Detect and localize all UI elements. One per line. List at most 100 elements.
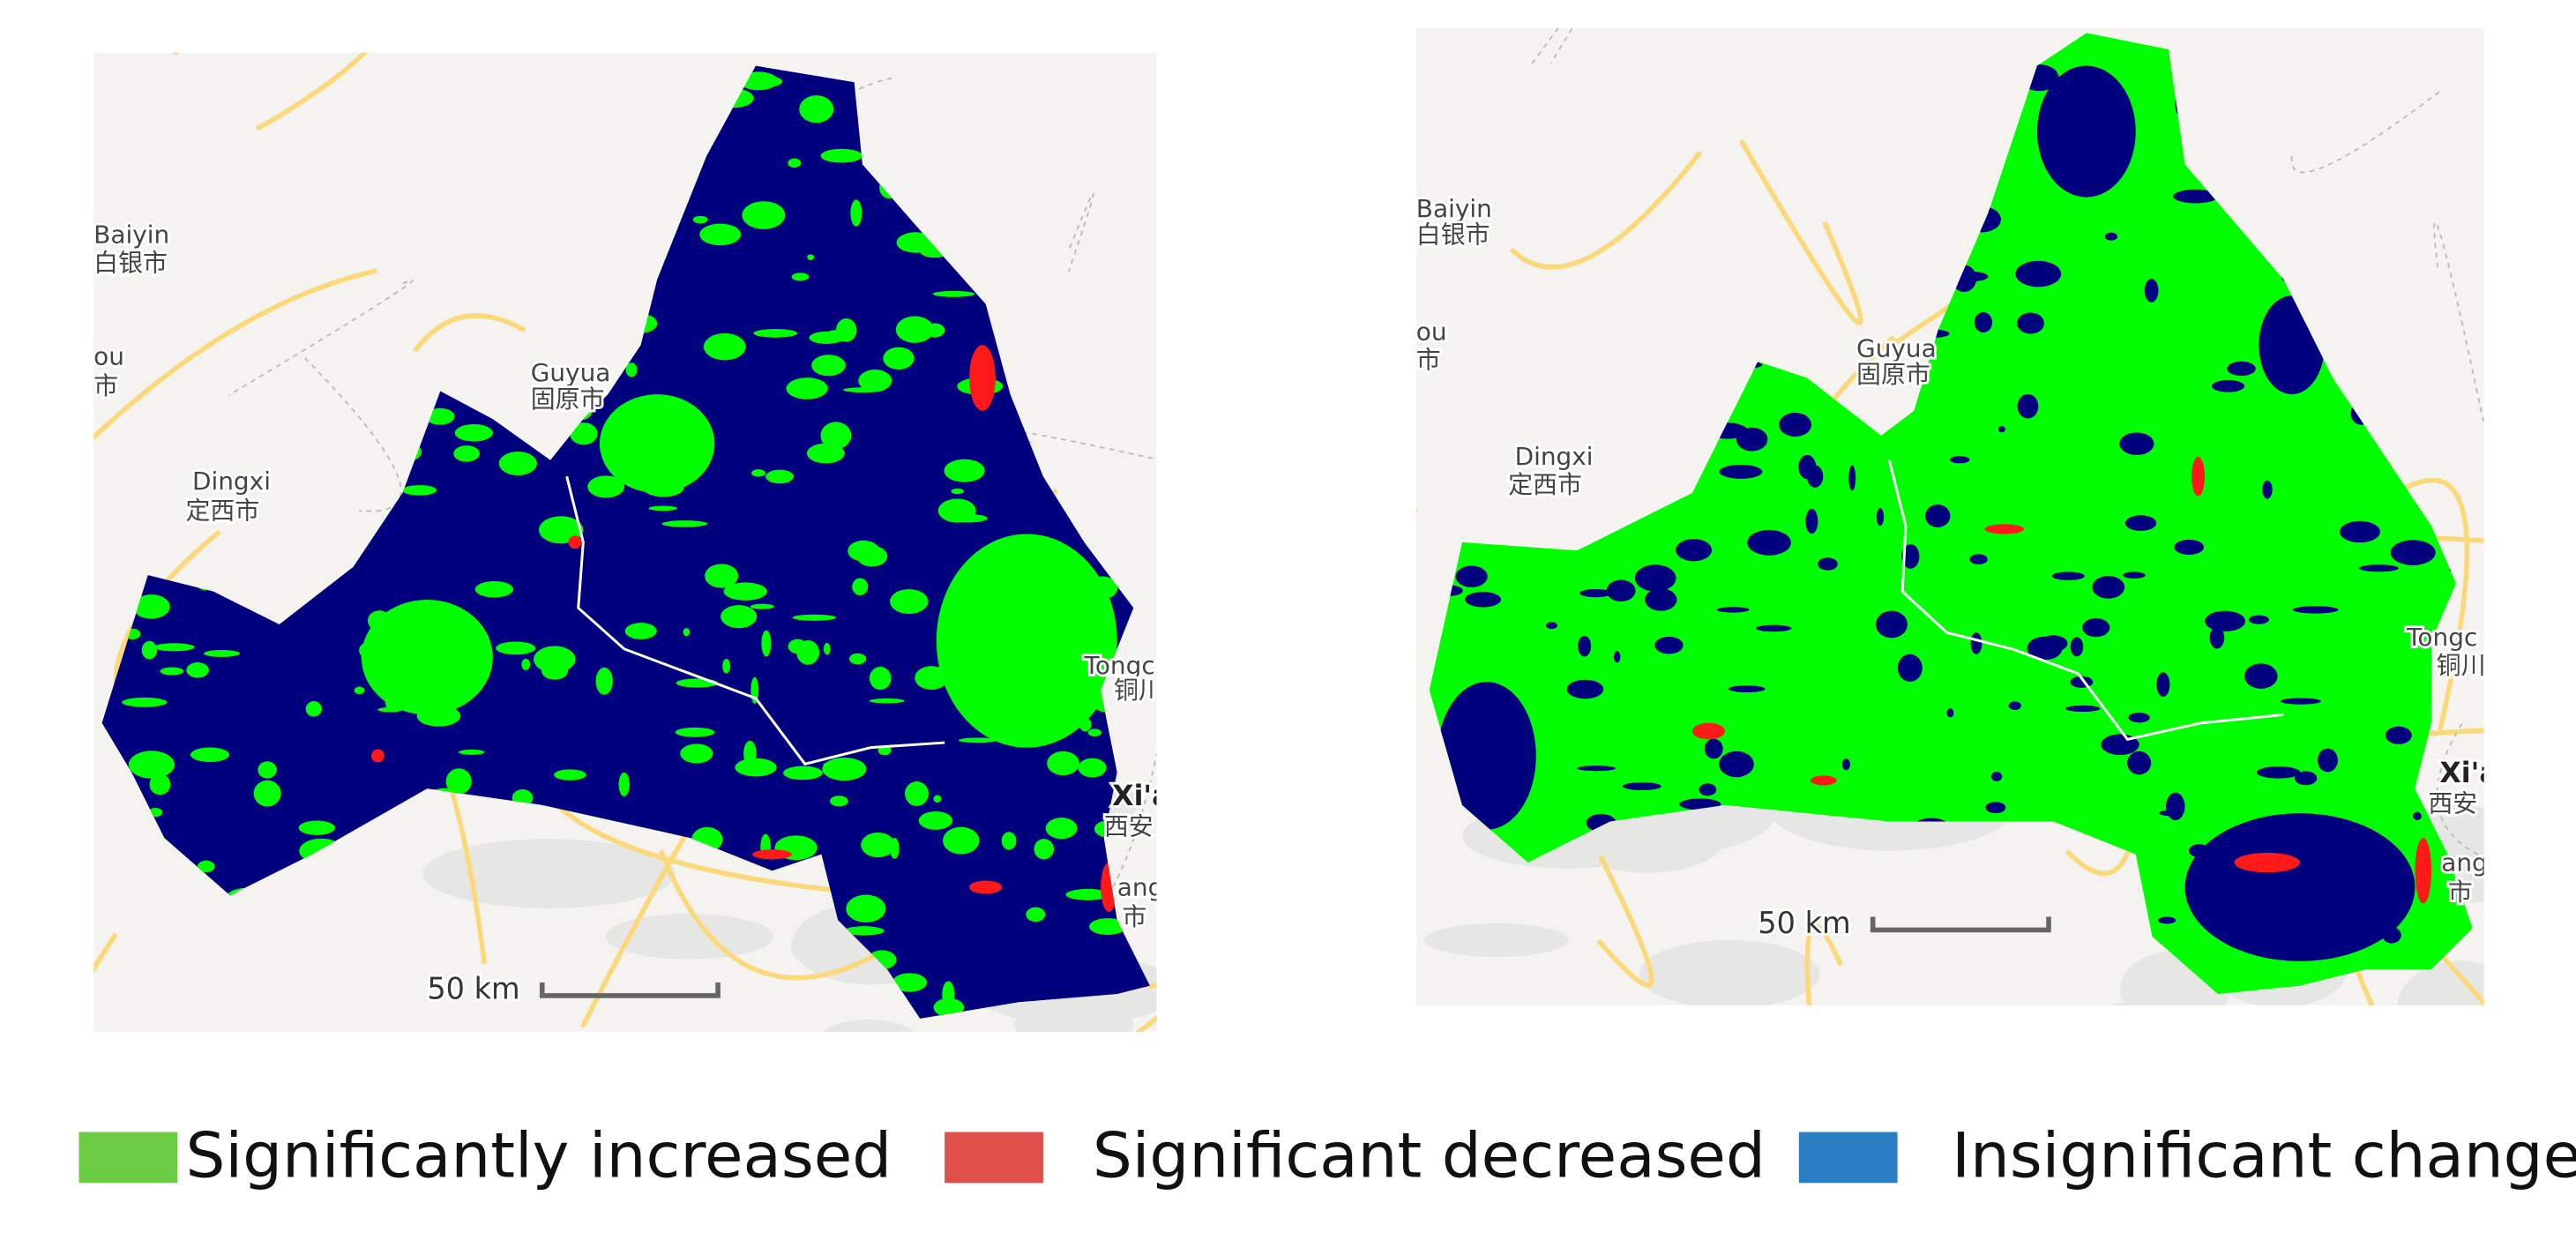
patch xyxy=(1691,722,1726,740)
patch xyxy=(1818,557,1838,571)
patch xyxy=(253,780,281,807)
patch xyxy=(1848,465,1856,491)
terrain xyxy=(422,839,676,908)
patch xyxy=(1805,508,1818,534)
road xyxy=(1738,139,1863,325)
place-label: ou xyxy=(1416,317,1447,347)
boundary xyxy=(1007,430,1157,460)
patch xyxy=(918,810,953,830)
patch xyxy=(960,570,1004,598)
patch xyxy=(1053,624,1095,631)
place-label: Baiyin xyxy=(1416,194,1492,223)
patch xyxy=(1606,579,1636,602)
road xyxy=(172,52,178,56)
patch xyxy=(1998,426,2005,433)
patch xyxy=(783,766,823,781)
patch xyxy=(204,649,241,657)
patch xyxy=(2282,915,2296,937)
patch xyxy=(2017,312,2045,334)
patch xyxy=(1798,454,1817,480)
patch xyxy=(2123,571,2146,579)
patch xyxy=(2234,852,2301,873)
patch xyxy=(983,682,1029,694)
patch xyxy=(723,582,767,601)
boundary xyxy=(303,357,402,512)
patch xyxy=(858,370,892,392)
patch xyxy=(2188,889,2199,906)
patch xyxy=(1089,918,1127,936)
patch xyxy=(761,630,772,657)
patch xyxy=(2256,766,2301,779)
patch xyxy=(788,158,802,168)
patch xyxy=(2249,615,2269,624)
patch xyxy=(2261,900,2280,911)
patch xyxy=(1925,504,1951,527)
patch xyxy=(722,658,731,674)
patch xyxy=(979,647,991,664)
patch xyxy=(1023,591,1037,606)
place-label: Guyua xyxy=(531,358,611,387)
patch xyxy=(1005,562,1019,581)
patch xyxy=(521,658,531,670)
patch xyxy=(752,849,792,860)
patch xyxy=(554,769,586,781)
boundary xyxy=(2290,90,2441,174)
patch xyxy=(2189,844,2210,858)
patch xyxy=(2144,279,2159,303)
patch xyxy=(1985,802,2006,814)
patch xyxy=(2039,635,2068,652)
place-label: Xi'a xyxy=(2439,758,2498,789)
patch xyxy=(416,705,461,727)
boundary xyxy=(228,279,414,397)
place-label: 固原市 xyxy=(1856,360,1930,389)
patch xyxy=(2070,637,2084,657)
patch xyxy=(359,641,380,659)
terrain xyxy=(1015,1026,1111,1032)
patch xyxy=(599,394,715,493)
patch xyxy=(568,535,582,549)
patch xyxy=(905,781,930,806)
patch xyxy=(1001,832,1017,850)
patch xyxy=(2205,610,2246,632)
patch xyxy=(683,628,691,637)
patch xyxy=(2318,748,2338,773)
patch xyxy=(792,614,837,621)
patch xyxy=(1676,539,1713,562)
patch xyxy=(969,880,1003,894)
road xyxy=(413,313,526,353)
patch xyxy=(587,475,625,498)
patch xyxy=(2156,672,2170,698)
patch xyxy=(890,589,929,615)
patch xyxy=(2413,811,2422,820)
patch xyxy=(1970,632,1982,654)
patch xyxy=(892,973,928,992)
place-label: Tongc xyxy=(2406,623,2477,652)
place-label: 市 xyxy=(93,371,118,400)
terrain xyxy=(605,914,774,960)
patch xyxy=(2209,626,2225,649)
patch xyxy=(2008,701,2021,711)
patch xyxy=(1065,888,1110,900)
patch xyxy=(2281,698,2321,705)
patch xyxy=(846,894,886,923)
patch xyxy=(1047,751,1079,776)
patch xyxy=(1876,508,1885,527)
boundary xyxy=(2436,723,2484,859)
place-label: ang xyxy=(1117,872,1164,901)
patch xyxy=(883,347,915,370)
legend-swatch xyxy=(945,1132,1043,1184)
patch xyxy=(1613,651,1621,663)
place-label: Dingxi xyxy=(1515,442,1594,471)
patch xyxy=(534,646,576,673)
road xyxy=(1509,150,1703,270)
patch xyxy=(425,407,455,425)
patch xyxy=(848,653,867,665)
patch xyxy=(699,223,742,246)
scale-bar xyxy=(1870,916,2051,933)
patch xyxy=(2390,540,2436,566)
patch xyxy=(618,772,630,796)
patch xyxy=(2092,575,2125,599)
patch xyxy=(890,838,900,859)
